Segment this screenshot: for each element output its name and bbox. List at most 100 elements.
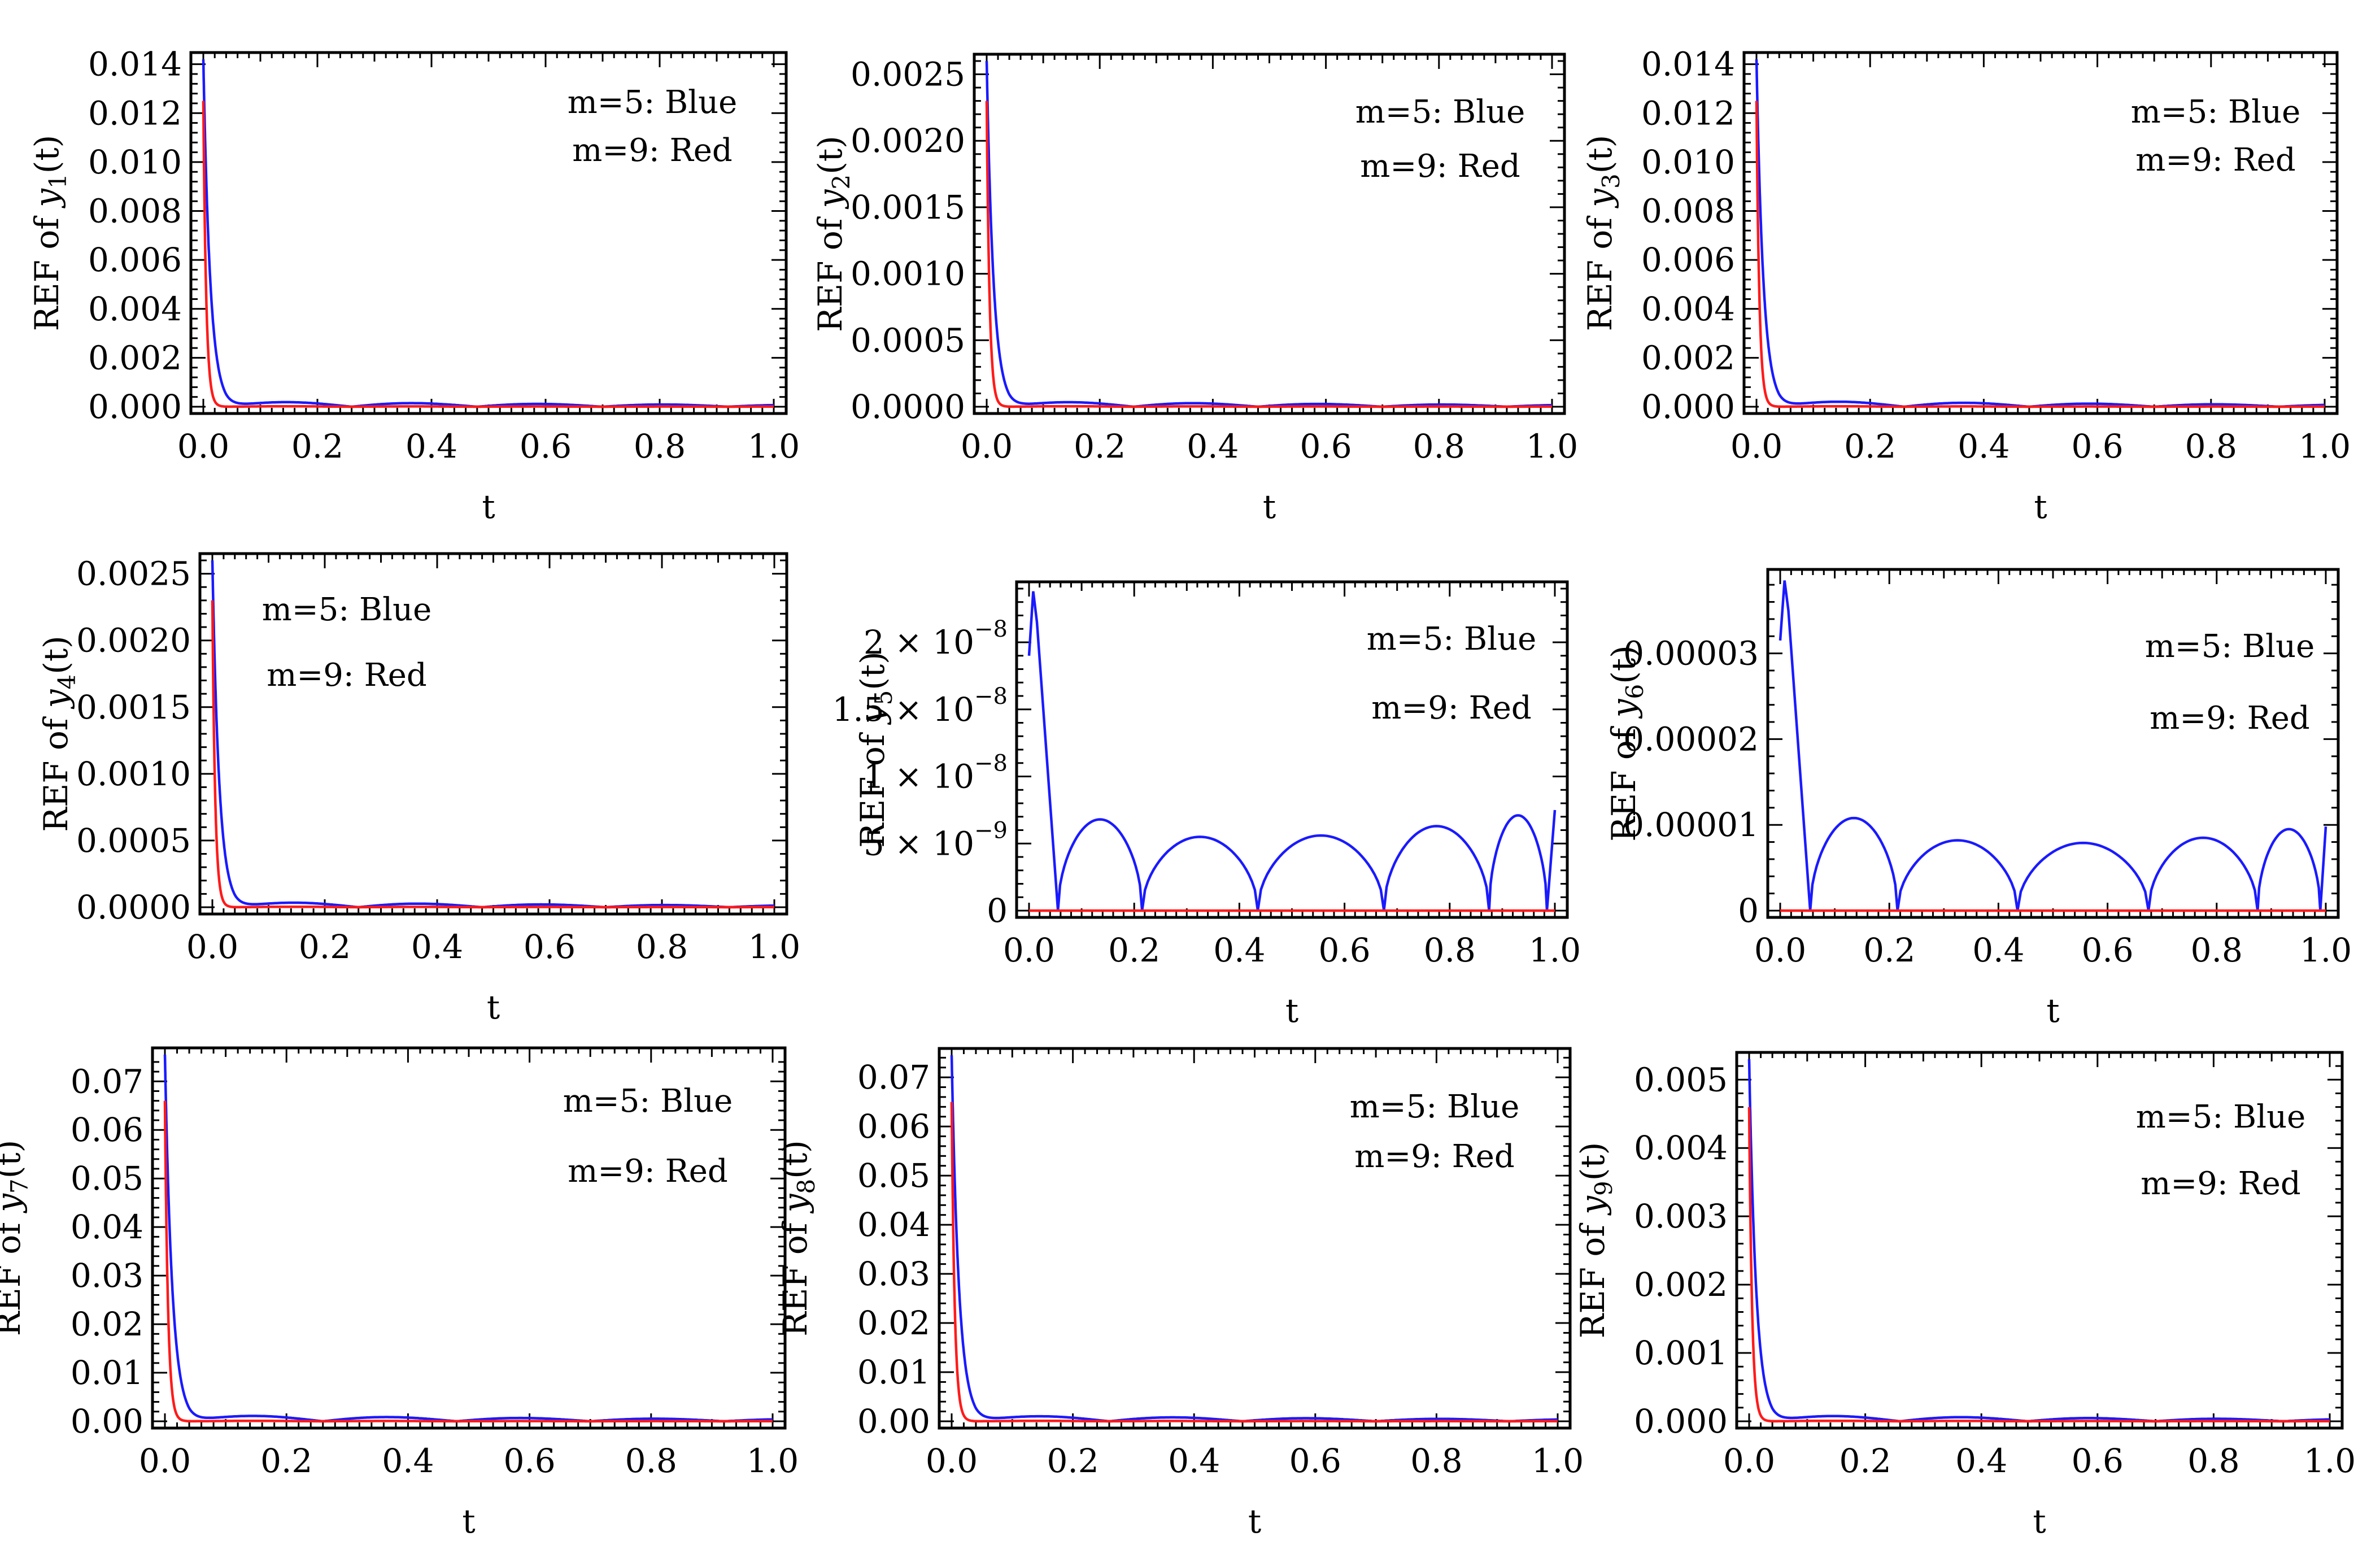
- legend-entry-blue: m=5: Blue: [262, 591, 432, 628]
- y-axis-label-var: y: [1573, 1195, 1612, 1216]
- y-axis-label-var: y: [853, 704, 892, 725]
- y-tick-label: 0.02: [857, 1304, 930, 1342]
- y-axis-label-sub: 3: [1597, 173, 1625, 189]
- y-tick-label: 0.04: [71, 1208, 143, 1246]
- x-tick-label: 0.6: [1318, 931, 1370, 969]
- x-tick-label: 0.8: [634, 427, 686, 465]
- legend-entry-blue: m=5: Blue: [2136, 1099, 2306, 1135]
- y-tick-label: 0.014: [1641, 45, 1735, 84]
- x-tick-label: 0.0: [186, 928, 238, 966]
- y-axis-label: REF of y7(t): [0, 1140, 33, 1337]
- x-tick-label: 0.0: [1754, 931, 1806, 969]
- series-line-m=5: [950, 1055, 1558, 1423]
- y-axis-label-suffix: (t): [853, 651, 892, 690]
- x-tick-label: 0.8: [2191, 931, 2243, 969]
- y-tick-label: 0.000: [1634, 1402, 1728, 1441]
- y-axis-label-suffix: (t): [776, 1140, 814, 1179]
- legend-entry-blue: m=5: Blue: [1355, 94, 1525, 130]
- y-tick-label: 0.07: [71, 1062, 143, 1100]
- y-tick-label: 0.01: [857, 1353, 930, 1391]
- y-tick-label: 0.004: [1634, 1129, 1728, 1167]
- x-tick-label: 0.0: [961, 427, 1013, 465]
- chart-y9: 0.0 0.2 0.4 0.6 0.8 1.0 0.000 0.001 0.002 0.003 0.…: [1573, 1051, 2356, 1540]
- y-tick-label: 0.010: [1641, 143, 1735, 181]
- y-tick-label: 0.006: [1641, 241, 1735, 279]
- x-tick-label: 1.0: [748, 928, 800, 966]
- x-tick-label: 0.4: [1213, 931, 1265, 969]
- y-tick-label: 0.07: [857, 1058, 930, 1096]
- chart-y7: 0.0 0.2 0.4 0.6 0.8 1.0 0.00 0.01 0.02 0.03 0.04 0.…: [0, 1046, 799, 1540]
- x-tick-label: 1.0: [1532, 1442, 1584, 1480]
- series-line-m=9: [1747, 1107, 2330, 1423]
- x-tick-label: 1.0: [1529, 931, 1581, 969]
- chart-y8: 0.0 0.2 0.4 0.6 0.8 1.0 0.00 0.01 0.02 0.03 0.04 0.…: [776, 1047, 1584, 1540]
- y-tick-label: 0.014: [88, 45, 182, 84]
- chart-y3: 0.0 0.2 0.4 0.6 0.8 1.0 0.000 0.002 0.004 0.006 0.…: [1581, 45, 2351, 526]
- y-axis-label-prefix: REF of: [37, 708, 75, 832]
- y-tick-label: 0: [1738, 891, 1759, 930]
- y-axis-label-sub: 9: [1590, 1181, 1618, 1196]
- x-tick-label: 1.0: [748, 427, 800, 465]
- y-axis-label-prefix: REF of: [811, 208, 849, 332]
- x-tick-label: 0.2: [1047, 1442, 1099, 1480]
- x-tick-label: 0.4: [411, 928, 463, 966]
- x-tick-label: 0.6: [2071, 427, 2123, 465]
- legend-entry-red: m=9: Red: [2150, 700, 2309, 737]
- x-axis-label: t: [462, 1502, 475, 1540]
- x-tick-label: 0.0: [1723, 1442, 1775, 1480]
- y-tick-label: 0.002: [1641, 338, 1735, 377]
- y-tick-label: 0.004: [1641, 290, 1735, 328]
- y-tick-label: 0.0015: [76, 688, 191, 726]
- series-line-m=5: [163, 1055, 773, 1423]
- x-tick-label: 0.6: [520, 427, 572, 465]
- legend-entry-blue: m=5: Blue: [1350, 1089, 1520, 1125]
- y-tick-label: 0: [987, 891, 1008, 930]
- x-axis-label: t: [2033, 1502, 2046, 1540]
- y-tick-label: 0.006: [88, 241, 182, 279]
- y-tick-exponent: −9: [974, 817, 1008, 843]
- y-axis-label-suffix: (t): [811, 136, 849, 175]
- x-tick-label: 0.6: [503, 1442, 555, 1480]
- y-axis-label-sub: 8: [792, 1179, 820, 1194]
- y-tick-label: 0.0005: [851, 321, 965, 359]
- y-axis-label: REF of y2(t): [811, 136, 855, 332]
- x-tick-label: 0.4: [1955, 1442, 2007, 1480]
- y-tick-label: 0.000: [1641, 388, 1735, 426]
- y-tick-label: 0.05: [71, 1159, 143, 1198]
- x-tick-label: 1.0: [747, 1442, 799, 1480]
- series-line-m=9: [950, 1102, 1558, 1423]
- x-tick-label: 0.8: [1424, 931, 1476, 969]
- x-tick-label: 1.0: [2299, 427, 2351, 465]
- y-axis-label-suffix: (t): [1573, 1142, 1612, 1181]
- legend-entry-red: m=9: Red: [1360, 148, 1520, 185]
- y-axis-label-prefix: REF of: [1605, 717, 1643, 842]
- x-tick-label: 0.8: [625, 1442, 677, 1480]
- y-axis-label-prefix: REF of: [776, 1212, 814, 1337]
- legend-entry-blue: m=5: Blue: [1367, 621, 1537, 658]
- y-tick-label: 0.0020: [76, 621, 191, 660]
- tick-marks: [1744, 53, 2337, 414]
- y-axis-label: REF of y9(t): [1573, 1142, 1618, 1339]
- y-tick-label: 0.010: [88, 143, 182, 181]
- x-tick-label: 1.0: [2304, 1442, 2356, 1480]
- x-tick-label: 0.2: [291, 427, 343, 465]
- chart-y2: 0.0 0.2 0.4 0.6 0.8 1.0 0.0000 0.0005 0.0010 0.00…: [811, 53, 1578, 526]
- y-tick-label: 0.002: [1634, 1265, 1728, 1304]
- x-tick-label: 0.4: [1958, 427, 2010, 465]
- y-tick-label: 0.05: [857, 1156, 930, 1195]
- series-line-m=9: [163, 1100, 773, 1423]
- x-tick-label: 0.2: [299, 928, 351, 966]
- x-tick-label: 1.0: [1526, 427, 1578, 465]
- x-tick-label: 0.4: [382, 1442, 434, 1480]
- y-axis-label-sub: 5: [870, 690, 897, 706]
- x-axis-label: t: [482, 488, 495, 526]
- legend-entry-red: m=9: Red: [2135, 142, 2295, 179]
- y-axis-label-var: y: [776, 1193, 814, 1214]
- y-axis-label-var: y: [37, 689, 75, 710]
- y-tick-label: 0.001: [1634, 1334, 1728, 1372]
- y-axis-label-prefix: REF of: [0, 1212, 28, 1337]
- y-axis-label-var: y: [0, 1193, 28, 1214]
- y-axis-label-sub: 7: [6, 1178, 33, 1194]
- x-tick-label: 1.0: [2300, 931, 2352, 969]
- y-tick-label: 0.03: [857, 1255, 930, 1293]
